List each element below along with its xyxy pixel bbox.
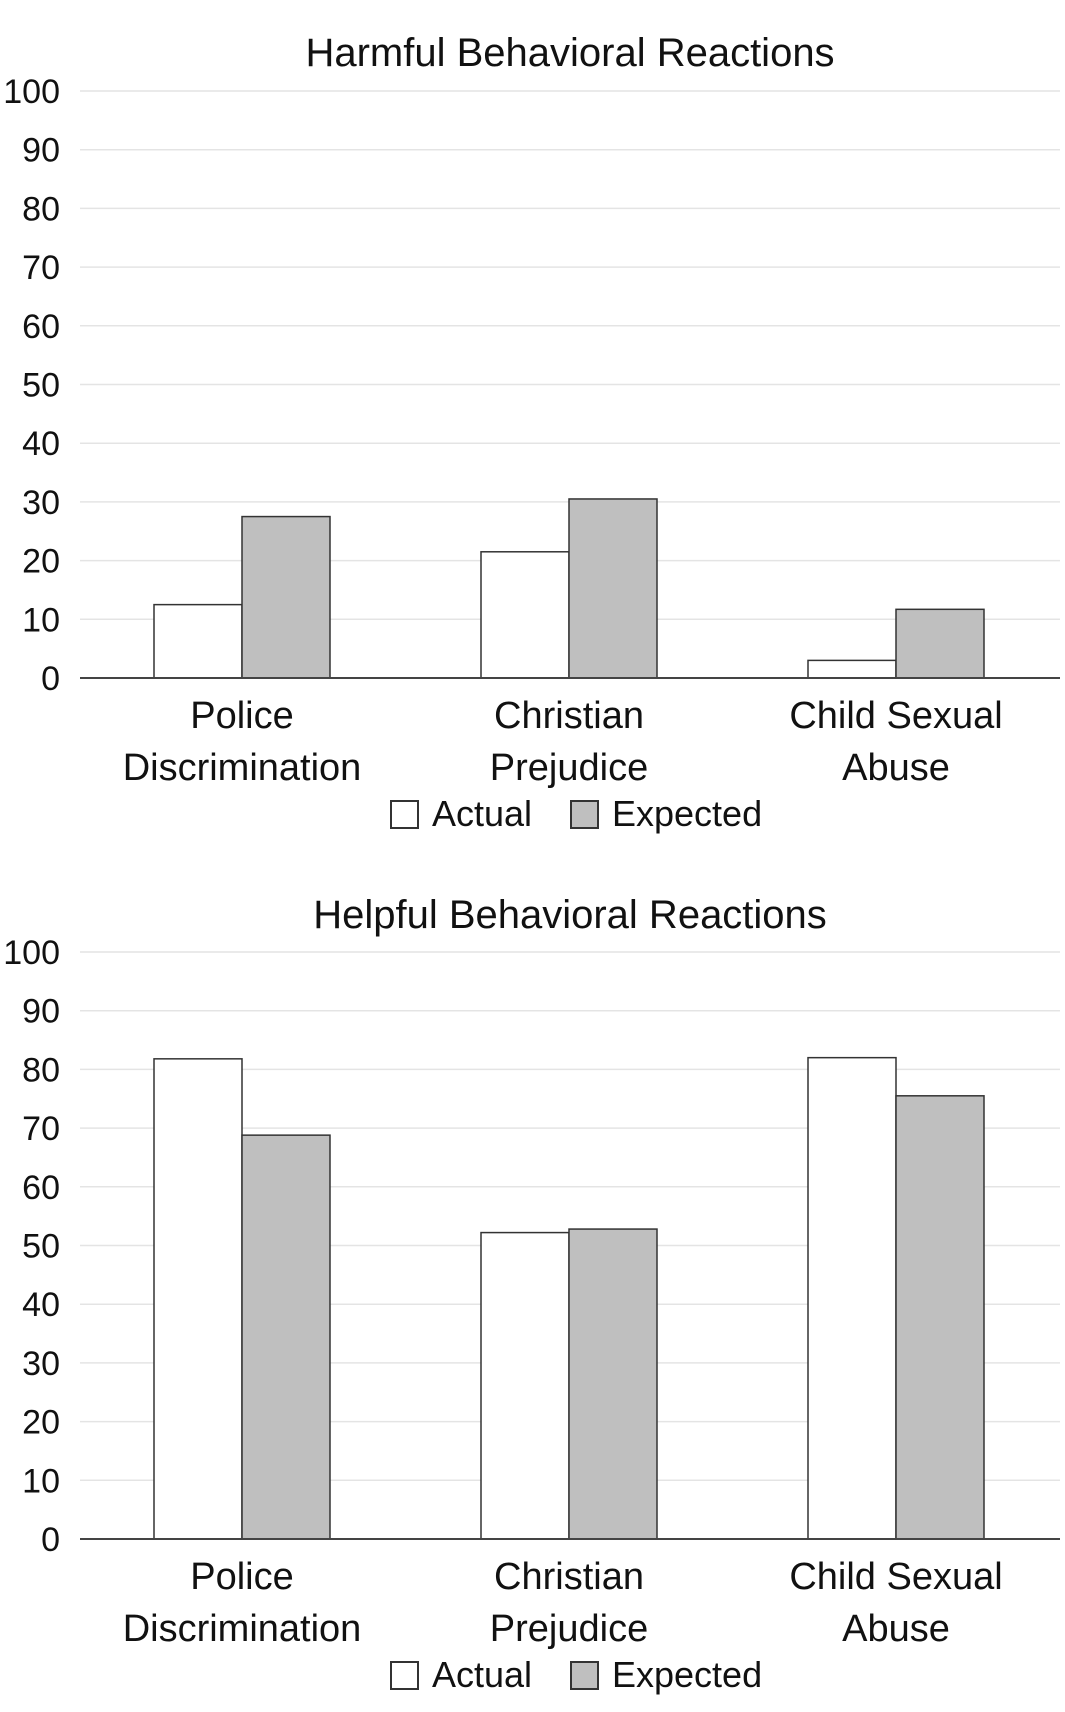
- y-tick-label: 90: [22, 132, 60, 170]
- expected-bar: [895, 1095, 985, 1540]
- y-tick-label: 10: [22, 1462, 60, 1500]
- y-tick-label: 100: [3, 73, 60, 111]
- legend-swatch-actual: [390, 1661, 419, 1690]
- harmful-reactions-chart: Harmful Behavioral Reactions 0 10 20 30 40 50 6…: [3, 31, 1060, 834]
- legend-label-expected: Expected: [612, 793, 762, 834]
- legend-swatch-expected: [570, 1661, 599, 1690]
- chart-title: Harmful Behavioral Reactions: [305, 31, 834, 75]
- legend-label-expected: Expected: [612, 1654, 762, 1695]
- actual-bar: [480, 1231, 570, 1540]
- y-tick-label: 90: [22, 993, 60, 1031]
- category-label: Christian: [494, 1556, 644, 1598]
- helpful-reactions-chart: Helpful Behavioral Reactions 0 10 20 30 40 50 6…: [3, 893, 1060, 1695]
- expected-bar: [241, 1134, 331, 1540]
- category-label: Abuse: [842, 1608, 950, 1650]
- y-tick-label: 50: [22, 367, 60, 405]
- legend-swatch-actual: [390, 800, 419, 829]
- y-tick-label: 20: [22, 543, 60, 581]
- category-label: Prejudice: [490, 747, 648, 789]
- category-label: Christian: [494, 695, 644, 737]
- legend-label-actual: Actual: [432, 1654, 532, 1695]
- category-label: Child Sexual: [789, 1556, 1002, 1598]
- actual-bar: [480, 551, 570, 679]
- category-label: Abuse: [842, 747, 950, 789]
- expected-bar: [568, 498, 658, 679]
- y-tick-label: 0: [41, 1521, 60, 1559]
- y-tick-label: 10: [22, 601, 60, 639]
- y-tick-label: 100: [3, 934, 60, 972]
- category-label: Police: [190, 695, 294, 737]
- actual-bar: [153, 603, 243, 679]
- actual-bar: [153, 1058, 243, 1540]
- expected-bar: [568, 1228, 658, 1540]
- category-label: Police: [190, 1556, 294, 1598]
- y-tick-label: 60: [22, 1169, 60, 1207]
- y-tick-label: 40: [22, 1286, 60, 1324]
- y-tick-label: 70: [22, 249, 60, 287]
- y-tick-label: 0: [41, 660, 60, 698]
- legend-swatch-expected: [570, 800, 599, 829]
- y-tick-label: 30: [22, 484, 60, 522]
- category-label: Child Sexual: [789, 695, 1002, 737]
- y-tick-label: 50: [22, 1228, 60, 1266]
- actual-bar: [807, 659, 897, 679]
- category-label: Prejudice: [490, 1608, 648, 1650]
- y-tick-label: 30: [22, 1345, 60, 1383]
- y-tick-label: 60: [22, 308, 60, 346]
- expected-bar: [241, 515, 331, 679]
- y-tick-label: 80: [22, 1051, 60, 1089]
- chart-title: Helpful Behavioral Reactions: [313, 893, 827, 937]
- category-label: Discrimination: [123, 1608, 362, 1650]
- legend-label-actual: Actual: [432, 793, 532, 834]
- y-tick-label: 70: [22, 1110, 60, 1148]
- y-tick-label: 20: [22, 1404, 60, 1442]
- actual-bar: [807, 1056, 897, 1540]
- expected-bar: [895, 608, 985, 679]
- y-tick-label: 40: [22, 425, 60, 463]
- y-tick-label: 80: [22, 190, 60, 228]
- category-label: Discrimination: [123, 747, 362, 789]
